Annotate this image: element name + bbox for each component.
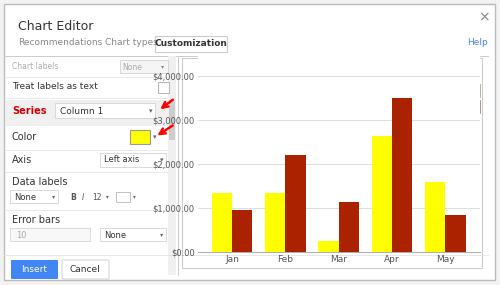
Text: Chart Editor: Chart Editor [18,20,94,33]
FancyBboxPatch shape [6,100,174,126]
Bar [339,201,359,252]
FancyBboxPatch shape [10,190,58,203]
FancyBboxPatch shape [100,228,166,241]
Text: 12: 12 [92,192,102,201]
Text: ▾: ▾ [148,108,152,114]
FancyBboxPatch shape [158,82,169,93]
Text: Chart labels: Chart labels [12,62,58,71]
Bar [212,193,232,252]
FancyBboxPatch shape [62,260,109,279]
Text: None: None [122,62,142,72]
FancyBboxPatch shape [11,260,58,279]
Text: ▾: ▾ [160,157,163,163]
Bar [392,98,412,252]
Text: ▾: ▾ [160,233,163,237]
Text: Chart types: Chart types [105,38,158,47]
Text: B: B [70,192,76,201]
Text: Treat labels as text: Treat labels as text [12,82,98,91]
Text: ▾: ▾ [133,194,136,199]
Text: Color: Color [12,132,37,142]
FancyBboxPatch shape [458,100,480,113]
Text: Left axis: Left axis [104,156,140,164]
Text: 10: 10 [16,231,26,239]
Bar [446,215,466,252]
Text: Recommendations: Recommendations [18,38,102,47]
FancyBboxPatch shape [120,60,168,73]
FancyBboxPatch shape [169,100,175,140]
FancyBboxPatch shape [182,58,482,268]
Text: Cancel: Cancel [70,266,100,274]
Text: Insert: Insert [21,266,47,274]
Bar [286,155,306,252]
Text: I: I [82,192,84,201]
Text: Error bars: Error bars [12,215,60,225]
Bar [232,210,252,252]
Text: None: None [104,231,126,239]
Text: ×: × [478,10,490,24]
Text: Column 1: Column 1 [60,107,104,115]
Text: Customization: Customization [154,39,228,48]
Text: ▾: ▾ [161,64,164,70]
FancyBboxPatch shape [168,56,176,275]
Text: ▾: ▾ [52,194,55,199]
FancyBboxPatch shape [55,103,155,118]
Bar [265,193,285,252]
FancyBboxPatch shape [100,153,166,167]
Bar [318,241,338,252]
Text: Help: Help [467,38,488,47]
Text: Series: Series [12,106,46,116]
FancyBboxPatch shape [130,130,150,144]
FancyBboxPatch shape [116,192,130,202]
Text: Axis: Axis [12,155,32,165]
FancyBboxPatch shape [4,4,495,280]
FancyBboxPatch shape [458,84,480,97]
Bar [372,136,392,252]
Text: Data labels: Data labels [12,177,68,187]
Bar [425,182,446,252]
Text: ▾: ▾ [106,194,109,199]
Text: None: None [14,192,36,201]
FancyBboxPatch shape [155,36,227,52]
FancyBboxPatch shape [10,228,90,241]
Text: ▾: ▾ [153,134,156,140]
